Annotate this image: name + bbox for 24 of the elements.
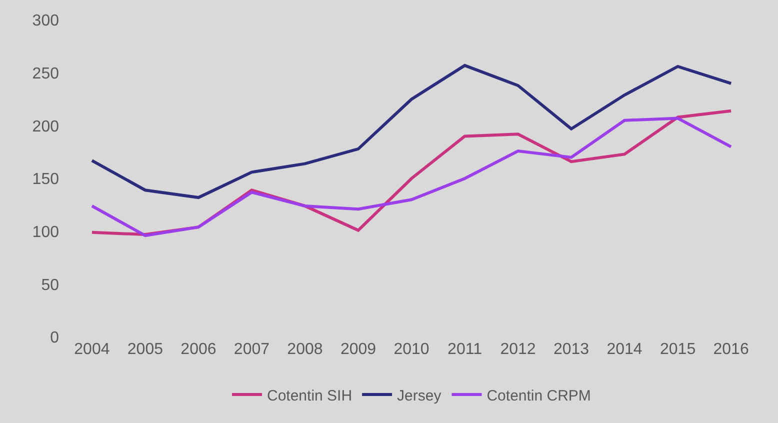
y-tick-label: 50 [41,276,60,294]
legend-label: Cotentin CRPM [486,387,591,404]
x-tick-label: 2014 [606,341,642,358]
x-tick-label: 2006 [180,341,216,358]
y-tick-label: 100 [32,224,60,241]
x-tick-label: 2008 [287,341,323,358]
x-tick-label: 2009 [340,341,376,358]
x-tick-label: 2005 [127,341,164,358]
x-tick-label: 2011 [448,341,482,358]
y-tick-label: 250 [32,65,60,82]
line-series [90,64,733,200]
legend-label: Jersey [397,387,442,404]
x-tick-label: 2016 [713,341,749,358]
y-tick-label: 200 [32,118,60,136]
x-tick-label: 2013 [553,341,590,358]
x-tick-label: 2015 [660,341,696,358]
y-tick-label: 0 [50,330,60,347]
x-tick-label: 2010 [394,341,430,358]
x-tick-label: 2012 [500,341,536,358]
x-tick-label: 2007 [234,341,270,358]
x-tick-label: 2004 [74,341,110,358]
legend-label: Cotentin SIH [267,387,352,404]
y-tick-label: 150 [32,171,60,188]
y-tick-label: 300 [32,12,60,30]
